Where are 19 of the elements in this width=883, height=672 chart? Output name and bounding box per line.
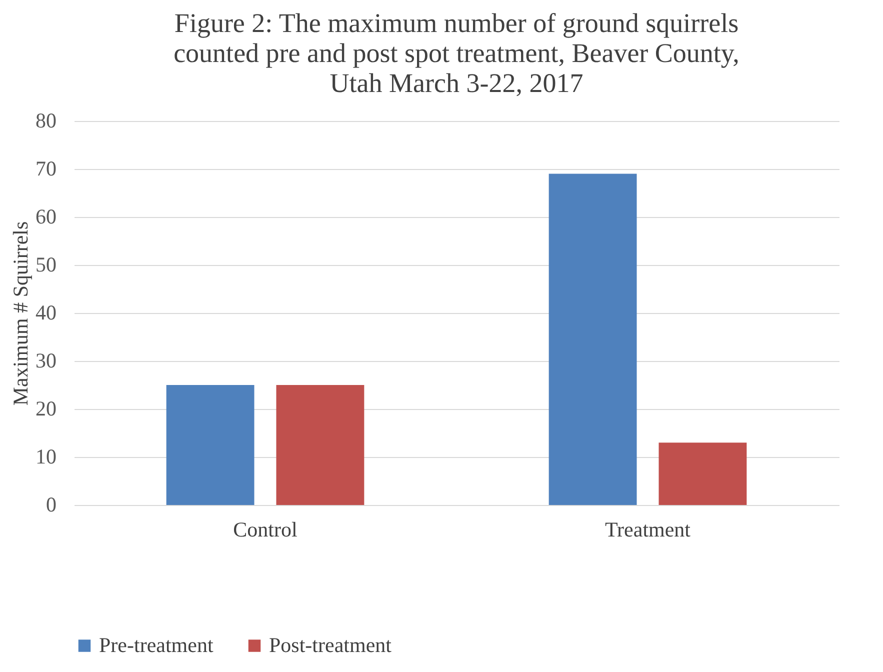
x-tick-label: Control [233, 518, 298, 542]
y-tick-label: 20 [36, 396, 56, 420]
y-tick-label: 10 [36, 444, 56, 468]
y-tick-label: 30 [36, 348, 56, 372]
y-axis-title: Maximum # Squirrels [8, 221, 32, 406]
bar [276, 385, 364, 505]
y-tick-label: 40 [36, 300, 56, 324]
y-tick-label: 0 [46, 492, 56, 516]
y-tick-label: 50 [36, 252, 56, 276]
chart-title: Figure 2: The maximum number of ground squirrels counted pre and post spot treatment, Beaver County, Utah March 3-22, 2017 [174, 8, 740, 98]
bar [166, 385, 254, 505]
y-tick-label: 70 [36, 156, 56, 180]
legend-label: Pre-treatment [99, 632, 214, 657]
x-tick-label: Treatment [604, 518, 691, 542]
bar [548, 174, 637, 505]
y-tick-label: 60 [36, 204, 56, 228]
bar [658, 442, 747, 505]
legend-label: Post-treatment [269, 632, 392, 657]
y-tick-label: 80 [36, 108, 56, 132]
